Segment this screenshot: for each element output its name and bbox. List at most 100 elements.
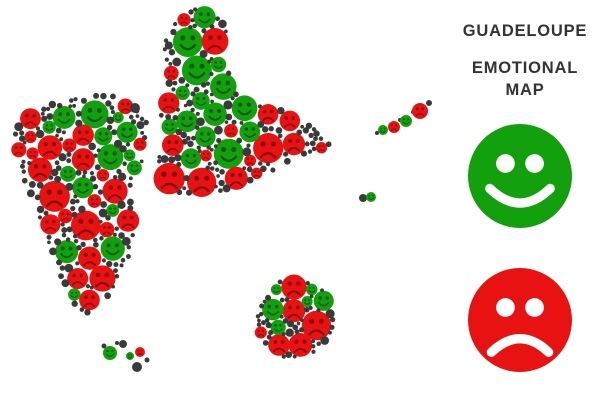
happy-smiley xyxy=(55,240,79,264)
happy-smiley xyxy=(172,27,203,57)
sad-smiley xyxy=(315,142,328,154)
happy-smiley xyxy=(94,127,113,146)
filler-dot xyxy=(111,284,116,289)
filler-dot xyxy=(82,170,88,175)
filler-dot xyxy=(88,142,96,151)
happy-smiley xyxy=(378,125,388,135)
filler-dot xyxy=(93,241,99,248)
happy-smiley xyxy=(194,126,216,148)
filler-dot xyxy=(311,344,316,349)
filler-dot xyxy=(375,131,379,135)
filler-dot xyxy=(125,142,131,147)
filler-dot xyxy=(305,280,310,286)
sad-smiley xyxy=(253,133,284,164)
filler-dot xyxy=(215,16,220,22)
filler-dot xyxy=(242,166,247,171)
filler-dot xyxy=(277,133,283,139)
sad-smiley xyxy=(244,154,257,167)
happy-face-legend-icon xyxy=(468,124,572,228)
filler-dot xyxy=(119,145,127,153)
filler-dot xyxy=(199,49,208,58)
filler-dot xyxy=(266,334,272,340)
filler-dot xyxy=(261,126,269,133)
filler-dot xyxy=(209,71,214,77)
filler-dot xyxy=(165,79,173,87)
sad-smiley xyxy=(99,222,115,238)
island-marie-galante xyxy=(254,274,336,359)
filler-dot xyxy=(216,174,220,178)
filler-dot xyxy=(309,140,316,147)
filler-dot xyxy=(109,105,115,111)
filler-dot xyxy=(307,149,313,154)
happy-smiley xyxy=(60,165,77,182)
filler-dot xyxy=(56,259,63,266)
filler-dot xyxy=(76,245,82,251)
filler-dot xyxy=(110,110,115,115)
filler-dot xyxy=(316,308,321,313)
filler-dot xyxy=(209,166,215,171)
sad-smiley xyxy=(27,157,53,182)
sad-smiley xyxy=(11,142,27,158)
happy-smiley xyxy=(112,112,124,124)
sad-smiley xyxy=(71,148,95,172)
filler-dot xyxy=(73,238,79,244)
filler-dot xyxy=(70,205,76,212)
filler-dot xyxy=(51,168,59,177)
filler-dot xyxy=(47,240,51,245)
filler-dot xyxy=(246,176,254,184)
filler-dot xyxy=(40,111,45,116)
filler-dot xyxy=(98,208,108,218)
filler-dot xyxy=(277,279,283,285)
filler-dot xyxy=(27,161,32,166)
happy-smiley xyxy=(106,203,120,217)
filler-dot xyxy=(182,186,187,191)
happy-smiley xyxy=(103,346,117,360)
filler-dot xyxy=(119,340,127,348)
subtitle-line-1: EMOTIONAL xyxy=(471,59,579,77)
filler-dot xyxy=(65,182,74,191)
filler-dot xyxy=(55,133,59,138)
filler-dot xyxy=(239,120,244,125)
filler-dot xyxy=(255,314,261,319)
filler-dot xyxy=(259,303,265,309)
filler-dot xyxy=(203,89,209,95)
filler-dot xyxy=(299,327,305,333)
filler-dot xyxy=(172,114,178,121)
happy-smiley xyxy=(52,105,76,129)
filler-dot xyxy=(80,97,87,104)
filler-dot xyxy=(139,159,144,164)
filler-dot xyxy=(130,232,135,238)
filler-dot xyxy=(49,247,57,256)
filler-dot xyxy=(185,189,193,196)
filler-dot xyxy=(286,320,294,328)
filler-dot xyxy=(19,130,25,136)
filler-dot xyxy=(311,349,316,354)
filler-dot xyxy=(75,169,82,176)
filler-dot xyxy=(215,167,220,172)
filler-dot xyxy=(127,182,133,188)
sad-smiley xyxy=(288,332,313,357)
filler-dot xyxy=(173,21,178,27)
filler-dot xyxy=(140,130,145,135)
filler-dot xyxy=(66,226,73,233)
filler-dot xyxy=(101,258,106,263)
filler-dot xyxy=(171,87,176,92)
filler-dot xyxy=(236,137,243,144)
filler-dot xyxy=(113,268,118,274)
filler-dot xyxy=(224,29,228,34)
filler-dot xyxy=(143,119,149,126)
filler-dot xyxy=(106,124,113,131)
filler-dot xyxy=(231,119,237,125)
happy-smiley xyxy=(80,100,109,129)
filler-dot xyxy=(37,215,43,220)
filler-dot xyxy=(165,113,172,120)
filler-dot xyxy=(113,262,119,268)
filler-dot xyxy=(162,47,167,52)
sad-smiley xyxy=(412,103,428,119)
filler-dot xyxy=(116,168,122,175)
happy-smiley xyxy=(313,290,334,311)
filler-dot xyxy=(73,194,78,199)
happy-smiley xyxy=(68,288,81,301)
filler-dot xyxy=(183,103,188,108)
